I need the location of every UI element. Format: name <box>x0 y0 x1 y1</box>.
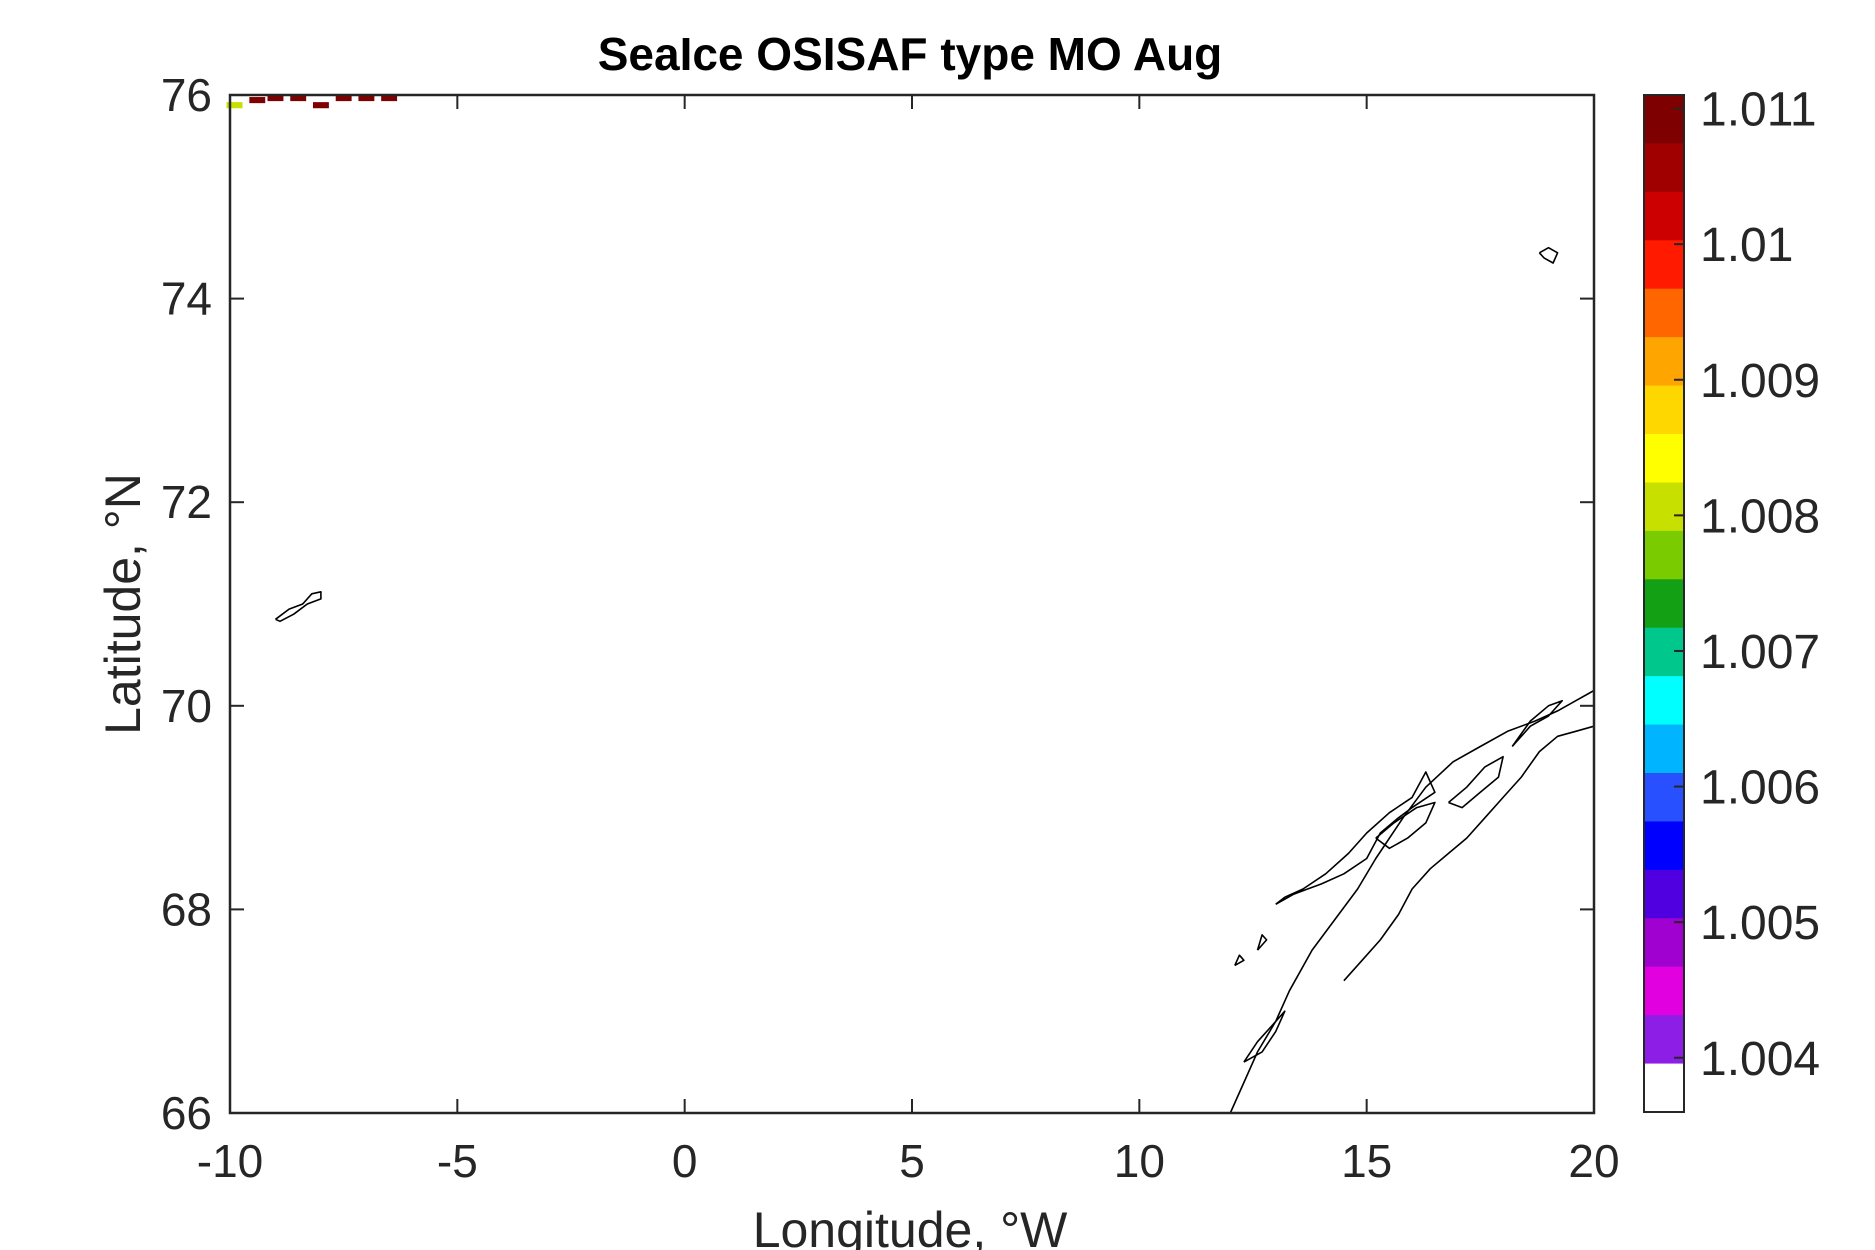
coastline <box>1343 725 1595 982</box>
data-cell <box>335 95 352 102</box>
y-tick-label: 72 <box>161 476 212 528</box>
colorbar-segment <box>1644 918 1684 968</box>
coastline <box>1375 801 1436 850</box>
plot-area <box>230 95 1594 1113</box>
colorbar-frame <box>1643 94 1685 1113</box>
x-axis: -10 -5 0 5 10 15 20 <box>197 95 1620 1187</box>
colorbar-tick-label: 1.01 <box>1700 219 1793 272</box>
colorbar-segment <box>1644 579 1684 629</box>
x-tick-label: 10 <box>1114 1135 1165 1187</box>
y-axis: 66 68 70 72 74 76 <box>161 69 1594 1139</box>
colorbar-segment <box>1644 1063 1684 1113</box>
colorbar-segment <box>1644 191 1684 241</box>
data-cell <box>290 95 307 102</box>
y-tick-label: 66 <box>161 1087 212 1139</box>
colorbar-tick-label: 1.004 <box>1700 1033 1820 1086</box>
colorbar-segment <box>1644 482 1684 532</box>
x-axis-label: Longitude, °W <box>753 1202 1068 1250</box>
colorbar-tick-label: 1.011 <box>1700 84 1817 137</box>
colorbar-segment <box>1644 95 1684 145</box>
y-axis-label: Latitude, °N <box>95 473 151 735</box>
coastline <box>1275 771 1436 905</box>
colorbar-segment <box>1644 337 1684 387</box>
coastline <box>275 590 322 623</box>
colorbar-segment <box>1644 434 1684 484</box>
data-cell <box>249 97 266 104</box>
colorbar-segment <box>1644 724 1684 774</box>
colorbar-segment <box>1644 530 1684 580</box>
colorbar-segment <box>1644 821 1684 871</box>
data-cell <box>358 95 375 102</box>
colorbar-segment <box>1644 676 1684 726</box>
data-cell <box>312 102 329 109</box>
y-tick-label: 76 <box>161 69 212 121</box>
colorbar-segment <box>1644 385 1684 435</box>
colorbar-tick-label: 1.009 <box>1700 355 1820 408</box>
chart-title: SeaIce OSISAF type MO Aug <box>598 28 1223 80</box>
coastline <box>1256 934 1268 951</box>
colorbar-segment <box>1644 627 1684 677</box>
coastline <box>1511 699 1563 748</box>
colorbar-segment <box>1644 869 1684 919</box>
x-tick-label: -5 <box>437 1135 478 1187</box>
coastline <box>1229 689 1595 1114</box>
x-tick-label: 5 <box>899 1135 925 1187</box>
y-tick-label: 74 <box>161 273 212 325</box>
x-tick-label: 0 <box>672 1135 698 1187</box>
coastlines <box>275 246 1595 1114</box>
coastline <box>1234 954 1245 967</box>
colorbar-tick-label: 1.007 <box>1700 626 1820 679</box>
x-tick-label: -10 <box>197 1135 263 1187</box>
colorbar-tick-label: 1.006 <box>1700 762 1820 815</box>
data-cell <box>226 102 243 109</box>
data-cell <box>381 95 398 102</box>
x-tick-label: 20 <box>1568 1135 1619 1187</box>
data-cells <box>226 95 398 109</box>
colorbar-segment <box>1644 143 1684 193</box>
coastline <box>1243 1010 1286 1063</box>
y-tick-label: 68 <box>161 883 212 935</box>
colorbar-tick-label: 1.008 <box>1700 490 1820 543</box>
x-tick-label: 15 <box>1341 1135 1392 1187</box>
colorbar-segment <box>1644 240 1684 290</box>
coastline <box>1447 755 1504 809</box>
colorbar: 1.004 1.005 1.006 1.007 1.008 1.009 1.01 1.011 <box>1643 84 1820 1113</box>
colorbar-segment <box>1644 288 1684 338</box>
coastline <box>1538 246 1559 264</box>
data-cell <box>267 95 284 102</box>
y-tick-label: 70 <box>161 680 212 732</box>
colorbar-segment <box>1644 1015 1684 1065</box>
colorbar-segment <box>1644 966 1684 1016</box>
colorbar-tick-label: 1.005 <box>1700 897 1820 950</box>
colorbar-segment <box>1644 773 1684 823</box>
